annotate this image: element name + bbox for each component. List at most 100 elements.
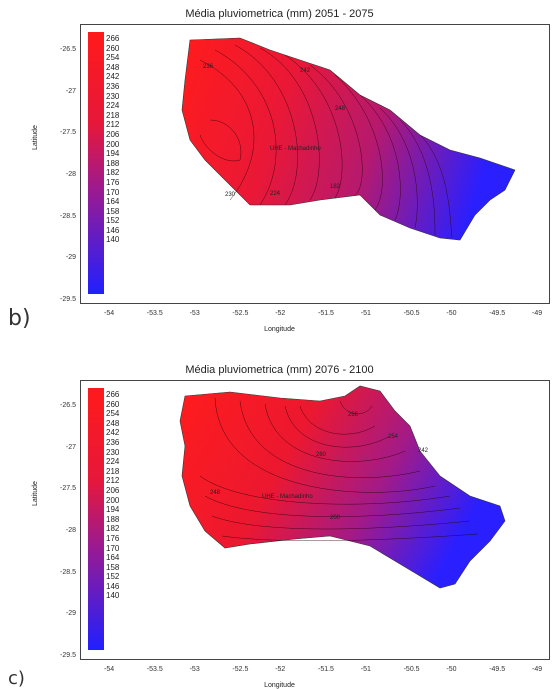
x-tick-label: -51.5 [318, 310, 334, 317]
y-tick-label: -29.5 [60, 652, 76, 659]
legend-label: 176 [106, 177, 120, 187]
legend-label: 158 [106, 206, 120, 216]
y-tick-label: -29.5 [60, 296, 76, 303]
contour-label: 266 [348, 412, 359, 418]
panel-label-c: c) [8, 668, 25, 689]
x-tick-label: -53 [189, 310, 200, 317]
x-tick-label: -52.5 [232, 310, 249, 317]
legend-label: 158 [106, 562, 120, 572]
station-label: UHE - Machadinho [270, 146, 321, 152]
x-axis-label: Longitude [264, 326, 295, 333]
y-tick-label: -29 [65, 254, 76, 262]
legend-label: 224 [106, 457, 120, 467]
x-tick-label: -51.5 [318, 666, 334, 673]
legend-label: 152 [106, 216, 120, 226]
x-tick-label: -51 [360, 310, 371, 317]
x-tick-label: -49.5 [489, 310, 506, 317]
legend-label: 248 [106, 418, 120, 428]
y-axis-label: Latitude [32, 481, 39, 506]
contour-label: 200 [330, 515, 341, 521]
panel-label-b: b) [8, 306, 31, 331]
legend-label: 194 [106, 505, 120, 515]
legend-label: 230 [106, 447, 120, 457]
x-tick-label: -50 [446, 310, 457, 317]
contour-label: 236 [203, 64, 214, 70]
legend-label: 236 [106, 437, 120, 447]
contour-label: 242 [300, 68, 311, 74]
legend-label: 206 [106, 129, 120, 139]
y-tick-label: -29 [65, 610, 76, 618]
legend-label: 170 [106, 187, 120, 197]
legend-label: 236 [106, 81, 120, 91]
contour-label: 224 [270, 191, 281, 197]
legend-label: 266 [106, 34, 120, 43]
x-tick-label: -52 [275, 310, 286, 317]
x-tick-label: -52 [275, 666, 286, 673]
y-tick-label: -27.5 [60, 485, 76, 493]
legend-label: 194 [106, 149, 120, 159]
legend-label: 176 [106, 533, 120, 543]
legend-label: 188 [106, 158, 120, 168]
legend-label: 182 [106, 524, 120, 534]
x-tick-label: -53 [189, 666, 200, 673]
x-tick-label: -52.5 [232, 666, 249, 673]
x-axis-label: Longitude [264, 682, 295, 689]
map-frame [80, 380, 550, 660]
legend-label: 242 [106, 72, 120, 82]
legend-label: 212 [106, 476, 120, 486]
legend-label: 200 [106, 495, 120, 505]
legend-label: 164 [106, 553, 120, 563]
x-tick-label: -54 [104, 310, 115, 317]
legend-label: 224 [106, 101, 120, 111]
legend-label: 200 [106, 139, 120, 149]
y-tick-label: -27.5 [60, 129, 76, 137]
panel-title: Média pluviometrica (mm) 2076 - 2100 [185, 364, 374, 376]
panel-title: Média pluviometrica (mm) 2051 - 2075 [185, 8, 374, 20]
legend-label: 206 [106, 485, 120, 495]
legend-label: 140 [106, 591, 120, 601]
contour-label: 242 [418, 448, 429, 454]
legend-label: 242 [106, 428, 120, 438]
x-tick-label: -51 [360, 666, 371, 673]
legend-label: 188 [106, 514, 120, 524]
station-label: UHE - Machadinho [262, 494, 313, 500]
x-tick-label: -50.5 [403, 310, 420, 317]
color-legend [88, 388, 104, 650]
x-tick-label: -49 [532, 666, 543, 673]
rainfall-map: UHE - Machadinho 260 266 254 200 248 242 [179, 385, 506, 589]
x-tick-label: -53.5 [146, 310, 163, 317]
legend-label: 254 [106, 409, 120, 419]
legend-label: 218 [106, 466, 120, 476]
legend-label: 254 [106, 53, 120, 63]
legend-label: 218 [106, 110, 120, 120]
contour-label: 260 [316, 452, 327, 458]
legend-label: 260 [106, 43, 120, 53]
rainfall-map: UHE - Machadinho 236 242 248 230 224 182 [181, 37, 516, 241]
basin-shape [181, 37, 516, 241]
y-axis-label: Latitude [32, 125, 39, 150]
legend-label: 212 [106, 120, 120, 130]
y-tick-label: -26.5 [60, 46, 76, 53]
y-tick-label: -28.5 [60, 568, 76, 576]
legend-label: 146 [106, 225, 120, 235]
legend-label: 140 [106, 235, 120, 245]
legend-label: 182 [106, 168, 120, 178]
contour-label: 230 [225, 192, 236, 198]
x-tick-label: -49 [532, 310, 543, 317]
map-panel-a: Média pluviometrica (mm) 2051 - 2075 [0, 0, 559, 333]
legend-label: 164 [106, 197, 120, 207]
y-tick-label: -28 [65, 171, 76, 178]
map-panel-b: Média pluviometrica (mm) 2076 - 2100 [0, 356, 559, 689]
map-frame [80, 24, 550, 304]
x-tick-label: -54 [104, 666, 115, 673]
y-tick-label: -28 [65, 527, 76, 534]
y-tick-label: -28.5 [60, 212, 76, 220]
y-tick-label: -27 [65, 443, 76, 451]
x-tick-label: -53.5 [146, 666, 163, 673]
legend-label: 260 [106, 399, 120, 409]
contour-label: 248 [335, 106, 346, 112]
contour-label: 254 [388, 434, 399, 440]
legend-label: 170 [106, 543, 120, 553]
legend-label: 266 [106, 390, 120, 399]
legend-labels: 266 260 254 248 242 236 230 224 218 212 206 200 194 1… [106, 390, 119, 601]
